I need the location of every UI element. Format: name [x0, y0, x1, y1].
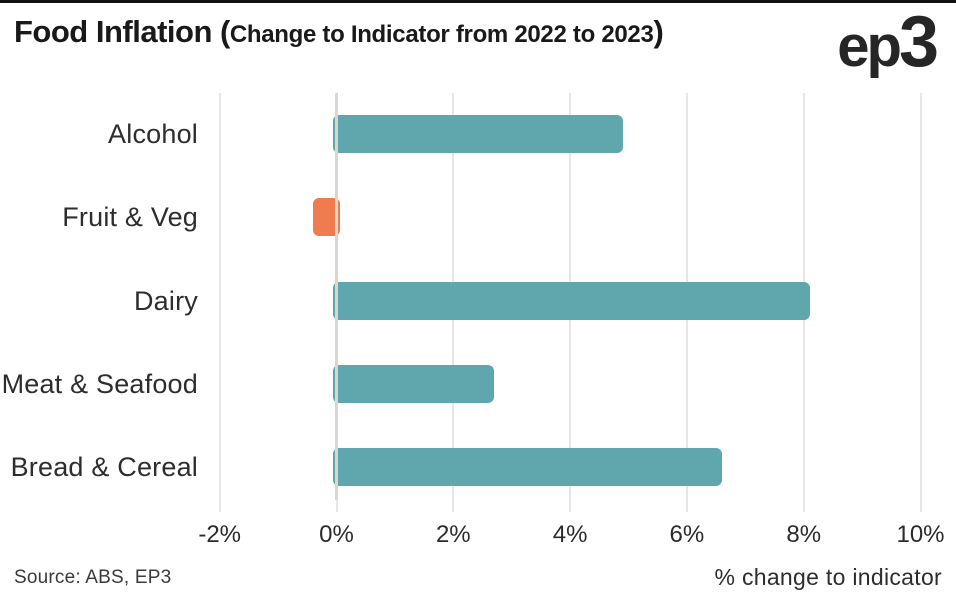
source-note: Source: ABS, EP3	[14, 567, 172, 588]
x-tick-label-2: 2%	[435, 521, 471, 548]
x-tick-label-10: 10%	[896, 521, 945, 548]
bar-bread-and-cereal	[332, 448, 722, 487]
x-tick-label-4: 4%	[552, 521, 588, 548]
chart-title-close-paren: )	[653, 14, 664, 49]
x-tick-label-8: 8%	[786, 521, 822, 548]
category-label-bread-and-cereal: Bread & Cereal	[10, 452, 198, 483]
chart-title: Food Inflation ( Change to Indicator fro…	[14, 14, 664, 50]
x-tick-mark	[218, 500, 221, 512]
bar-meat-and-seafood	[332, 364, 495, 403]
bar-alcohol	[332, 115, 623, 153]
x-tick-mark	[685, 500, 688, 512]
bar-dairy	[332, 281, 810, 320]
category-label-alcohol: Alcohol	[108, 119, 198, 149]
x-tick-label-6: 6%	[669, 521, 705, 548]
x-tick-mark	[569, 500, 572, 512]
x-axis-title: % change to indicator	[714, 564, 942, 590]
x-tick-mark	[919, 500, 922, 512]
x-tick-label--2: -2%	[198, 521, 242, 548]
chart-title-main: Food Inflation (	[14, 14, 230, 49]
gridline-10	[919, 93, 922, 500]
ep3-logo-ep: ep	[837, 14, 902, 79]
ep3-logo-three: 3	[898, 2, 939, 82]
x-tick-label-0: 0%	[319, 521, 354, 548]
x-tick-mark	[452, 500, 455, 512]
zero-axis-line	[335, 93, 338, 500]
top-border-rule	[0, 0, 956, 3]
category-label-fruit-and-veg: Fruit & Veg	[62, 202, 198, 233]
category-label-dairy: Dairy	[133, 285, 198, 316]
x-tick-mark	[335, 500, 338, 512]
chart-title-subtitle: Change to Indicator from 2022 to 2023	[229, 21, 654, 48]
gridline--2	[218, 93, 221, 500]
x-tick-mark	[802, 500, 805, 512]
ep3-logo: ep 3	[837, 2, 939, 87]
category-label-meat-and-seafood: Meat & Seafood	[1, 368, 198, 399]
